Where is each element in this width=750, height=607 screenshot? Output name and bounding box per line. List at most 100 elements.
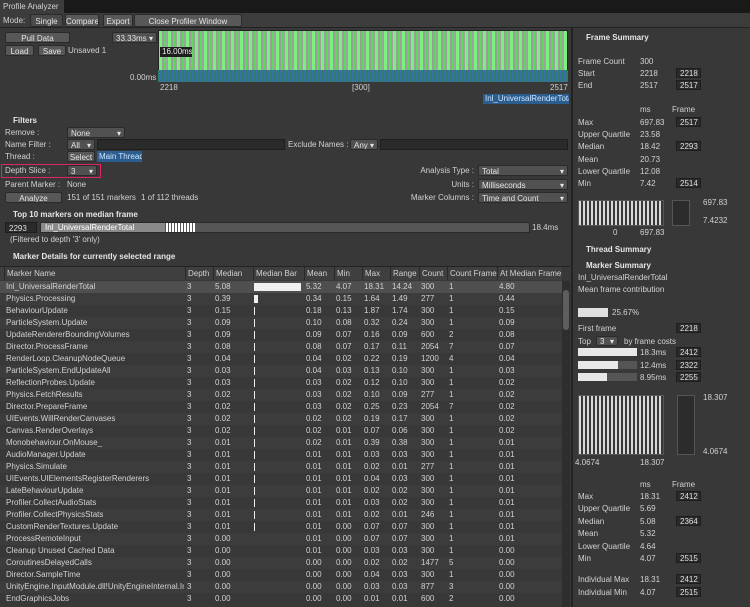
scrollbar[interactable] — [562, 281, 570, 607]
load-button[interactable]: Load — [5, 45, 34, 56]
table-row[interactable] — [0, 401, 562, 413]
toolbar-tab[interactable]: Export — [103, 14, 133, 27]
table-row[interactable] — [0, 353, 562, 365]
table-cell: Profiler.CollectAudioStats — [6, 498, 97, 507]
table-cell: 0.00 — [336, 594, 352, 603]
column-header[interactable]: At Median Frame — [497, 267, 562, 280]
column-header[interactable]: Min — [334, 267, 362, 280]
table-cell: 3 — [187, 450, 192, 459]
table-row[interactable] — [0, 437, 562, 449]
top-frame-box[interactable]: 2412 — [676, 347, 701, 357]
table-cell: 0.23 — [392, 402, 408, 411]
save-button[interactable]: Save — [38, 45, 66, 56]
table-cell: 2 — [449, 594, 454, 603]
table-row[interactable] — [0, 581, 562, 593]
table-row[interactable] — [0, 425, 562, 437]
table-cell: Director.ProcessFrame — [6, 342, 88, 351]
table-row[interactable] — [0, 533, 562, 545]
details-header: Marker Details for currently selected ra… — [13, 252, 176, 261]
stat-label: Upper Quartile — [578, 130, 631, 140]
column-header[interactable]: Marker Name — [4, 267, 184, 280]
table-row[interactable] — [0, 593, 562, 605]
stat-frame-box[interactable]: 2517 — [676, 117, 701, 127]
table-row[interactable] — [0, 557, 562, 569]
column-header[interactable]: Mean — [304, 267, 334, 280]
stat-frame-box[interactable]: 2364 — [676, 515, 701, 526]
depth-dropdown[interactable]: 3 — [67, 165, 97, 176]
table-cell: 0.04 — [306, 354, 322, 363]
table-cell: 1 — [449, 546, 454, 555]
table-row[interactable] — [0, 509, 562, 521]
remove-dropdown[interactable]: None — [67, 127, 125, 138]
top-marker-bar[interactable]: Inl_UniversalRenderTotal — [41, 223, 165, 232]
frame-time-dropdown[interactable]: 33.33ms — [112, 32, 157, 43]
start-frame-box[interactable]: 2218 — [676, 68, 701, 78]
marker-boxplot — [677, 395, 695, 455]
table-row[interactable] — [0, 545, 562, 557]
table-cell: 14.24 — [392, 282, 413, 291]
table-cell: 0.01 — [392, 462, 408, 471]
table-cell: 3 — [187, 378, 192, 387]
start-value: 2218 — [640, 69, 658, 78]
column-header[interactable]: Count Frame — [447, 267, 497, 280]
top-count-dropdown[interactable]: 3 — [596, 336, 618, 346]
name-filter-dropdown[interactable]: All — [67, 139, 95, 150]
stat-frame-box[interactable]: 2412 — [676, 574, 701, 584]
column-header[interactable]: Median — [213, 267, 253, 280]
table-cell: 5.08 — [215, 282, 231, 291]
table-row[interactable] — [0, 485, 562, 497]
column-header[interactable]: Depth — [185, 267, 213, 280]
units-dropdown[interactable]: Milliseconds — [478, 179, 568, 190]
table-cell: 0.07 — [364, 426, 380, 435]
table-row[interactable] — [0, 473, 562, 485]
table-row[interactable] — [0, 293, 562, 305]
thread-select-button[interactable]: Select — [67, 151, 95, 162]
table-row[interactable] — [0, 389, 562, 401]
column-header[interactable]: Range — [390, 267, 419, 280]
table-cell: 877 — [421, 582, 435, 591]
toolbar-tab[interactable]: Single — [30, 14, 63, 27]
stat-frame-box[interactable]: 2293 — [676, 141, 701, 152]
table-row[interactable] — [0, 305, 562, 317]
columns-dropdown[interactable]: Time and Count — [478, 192, 568, 203]
column-header[interactable]: Median Bar — [253, 267, 304, 280]
first-frame-box[interactable]: 2218 — [676, 323, 701, 333]
stat-frame-box[interactable]: 2412 — [676, 491, 701, 501]
table-row[interactable] — [0, 497, 562, 509]
top-frame-box[interactable]: 2293 — [5, 222, 37, 233]
stat-frame-box[interactable]: 2514 — [676, 178, 701, 188]
thread-summary-header[interactable]: Thread Summary — [586, 245, 652, 254]
stat-frame-box[interactable]: 2515 — [676, 553, 701, 563]
end-frame-box[interactable]: 2517 — [676, 80, 701, 90]
table-row[interactable] — [0, 341, 562, 353]
stat-frame-box[interactable]: 2515 — [676, 586, 701, 597]
table-cell: 0.01 — [336, 450, 352, 459]
column-header[interactable]: Count — [419, 267, 447, 280]
table-cell: 0.00 — [215, 570, 231, 579]
toolbar-tab[interactable]: Close Profiler Window — [134, 14, 242, 27]
analysis-type-dropdown[interactable]: Total — [478, 165, 568, 176]
name-filter-field[interactable] — [97, 139, 285, 150]
scroll-thumb[interactable] — [563, 290, 569, 330]
table-row[interactable] — [0, 521, 562, 533]
top-frame-box[interactable]: 2322 — [676, 359, 701, 370]
table-cell: 0.02 — [499, 402, 515, 411]
column-header[interactable]: Max — [362, 267, 390, 280]
exclude-dropdown[interactable]: Any — [350, 139, 378, 150]
table-cell: 0.08 — [306, 342, 322, 351]
analyze-button[interactable]: Analyze — [5, 192, 62, 203]
table-row[interactable] — [0, 461, 562, 473]
table-row[interactable] — [0, 329, 562, 341]
table-row[interactable] — [0, 317, 562, 329]
pull-data-button[interactable]: Pull Data — [5, 32, 70, 43]
table-row[interactable] — [0, 569, 562, 581]
table-row[interactable] — [0, 449, 562, 461]
table-row[interactable] — [0, 413, 562, 425]
top-frame-box[interactable]: 2255 — [676, 372, 701, 382]
toolbar-tab[interactable]: Compare — [65, 14, 99, 27]
table-row[interactable] — [0, 377, 562, 389]
exclude-field[interactable] — [380, 139, 568, 150]
table-row[interactable] — [0, 365, 562, 377]
table-cell: 0.00 — [336, 522, 352, 531]
table-cell: 300 — [421, 546, 435, 555]
